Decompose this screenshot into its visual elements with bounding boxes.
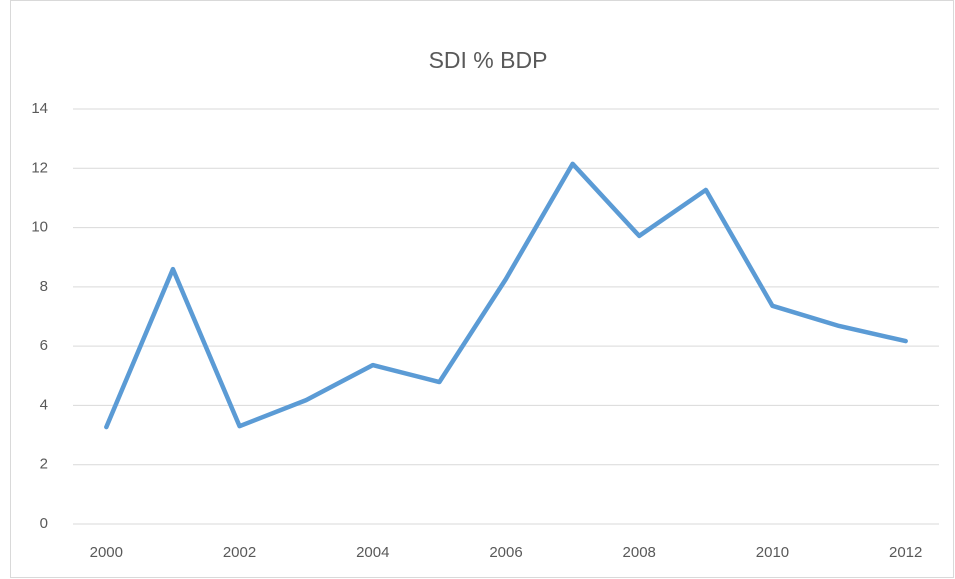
- chart-border: [10, 0, 954, 578]
- y-tick-label: 14: [31, 100, 48, 117]
- x-tick-label: 2012: [889, 544, 922, 561]
- x-tick-label: 2010: [756, 544, 789, 561]
- chart-title: SDI % BDP: [429, 47, 548, 73]
- x-tick-label: 2002: [223, 544, 256, 561]
- y-tick-label: 12: [31, 159, 48, 176]
- y-tick-label: 4: [40, 396, 48, 413]
- y-tick-label: 6: [40, 337, 48, 354]
- y-tick-label: 8: [40, 278, 48, 295]
- y-tick-label: 10: [31, 219, 48, 236]
- y-tick-label: 2: [40, 456, 48, 473]
- x-tick-label: 2000: [90, 544, 123, 561]
- x-tick-label: 2006: [489, 544, 522, 561]
- x-tick-label: 2004: [356, 544, 389, 561]
- y-tick-label: 0: [40, 515, 48, 532]
- data-line: [104, 161, 908, 430]
- x-tick-label: 2008: [623, 544, 656, 561]
